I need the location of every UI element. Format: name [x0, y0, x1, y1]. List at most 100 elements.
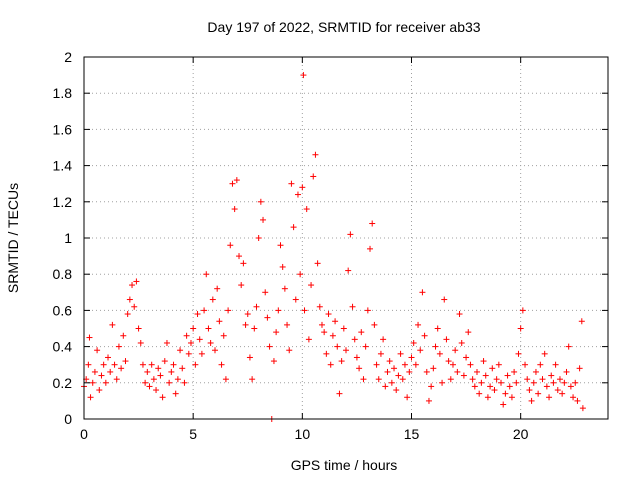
data-point	[550, 379, 557, 386]
data-point	[257, 198, 264, 205]
data-point	[565, 343, 572, 350]
data-point	[120, 332, 127, 339]
data-point	[356, 365, 363, 372]
data-point	[288, 180, 295, 187]
data-point	[251, 325, 258, 332]
data-point	[343, 347, 349, 354]
data-point	[495, 361, 502, 368]
data-point	[480, 358, 487, 365]
data-point	[336, 390, 343, 397]
data-point	[323, 350, 330, 357]
data-point	[445, 358, 452, 365]
data-point	[548, 372, 555, 379]
data-point	[203, 271, 210, 278]
data-point	[86, 334, 93, 341]
y-axis-label: SRMTID / TECUs	[5, 183, 21, 293]
data-point	[163, 339, 170, 346]
data-point	[139, 361, 146, 368]
y-tick-label: 1	[64, 230, 72, 246]
data-point	[332, 318, 339, 325]
data-point	[467, 361, 474, 368]
data-point	[535, 390, 542, 397]
y-tick-label: 0.6	[53, 302, 73, 318]
data-point	[181, 379, 188, 386]
data-point	[397, 350, 404, 357]
data-point	[404, 394, 411, 401]
data-point	[91, 368, 98, 375]
data-point	[570, 394, 577, 401]
data-point	[482, 372, 489, 379]
data-point	[303, 206, 310, 213]
y-tick-label: 0.2	[53, 375, 73, 391]
y-tick-label: 1.4	[53, 158, 73, 174]
data-point	[264, 314, 271, 321]
data-point	[190, 325, 197, 332]
data-point	[543, 383, 550, 390]
data-point	[410, 339, 417, 346]
data-point	[465, 329, 472, 336]
data-point	[318, 321, 325, 328]
data-point	[371, 321, 378, 328]
data-point	[314, 260, 321, 267]
data-point	[300, 72, 307, 79]
data-point	[386, 358, 393, 365]
data-point	[255, 235, 262, 241]
data-point	[301, 307, 308, 314]
data-point	[563, 368, 570, 375]
data-point	[246, 354, 253, 361]
data-point	[212, 347, 218, 354]
data-point	[277, 242, 284, 249]
data-point	[515, 350, 522, 357]
data-point	[308, 282, 315, 289]
y-tick-label: 0.8	[53, 266, 73, 282]
data-point	[421, 332, 428, 339]
data-point	[305, 336, 312, 343]
data-point	[229, 180, 236, 187]
data-point	[574, 397, 581, 404]
data-point	[279, 263, 286, 270]
data-point	[231, 206, 238, 213]
data-point	[312, 151, 319, 158]
data-point	[476, 390, 483, 397]
data-point	[579, 405, 586, 412]
data-point	[471, 383, 478, 390]
data-point	[478, 379, 485, 386]
data-point	[395, 372, 402, 379]
data-point	[297, 271, 304, 278]
data-point	[415, 321, 422, 328]
data-point	[526, 387, 533, 394]
data-point	[353, 354, 360, 361]
data-point	[220, 332, 227, 339]
data-point	[262, 289, 269, 296]
data-point	[275, 307, 282, 314]
data-point	[172, 390, 179, 397]
data-point	[493, 376, 500, 383]
y-tick-label: 2	[64, 49, 72, 65]
data-point	[102, 379, 109, 386]
data-point	[347, 231, 354, 238]
data-point	[460, 372, 467, 379]
data-point	[519, 307, 526, 314]
data-point	[270, 358, 277, 365]
data-point	[209, 296, 216, 303]
data-point	[382, 383, 389, 390]
data-point	[113, 376, 120, 383]
data-point	[216, 318, 223, 325]
data-point	[87, 394, 94, 401]
data-point	[157, 372, 164, 379]
data-point	[384, 368, 391, 375]
data-point	[338, 358, 345, 365]
data-point	[266, 343, 273, 350]
data-point	[367, 245, 374, 252]
data-point	[340, 325, 347, 332]
data-point	[443, 336, 450, 343]
x-tick-label: 5	[189, 426, 197, 442]
data-point	[502, 390, 509, 397]
y-tick-label: 1.8	[53, 85, 73, 101]
data-point	[345, 267, 352, 274]
data-point	[150, 376, 157, 383]
data-point	[522, 361, 529, 368]
data-point	[273, 329, 280, 336]
data-point	[517, 325, 524, 332]
